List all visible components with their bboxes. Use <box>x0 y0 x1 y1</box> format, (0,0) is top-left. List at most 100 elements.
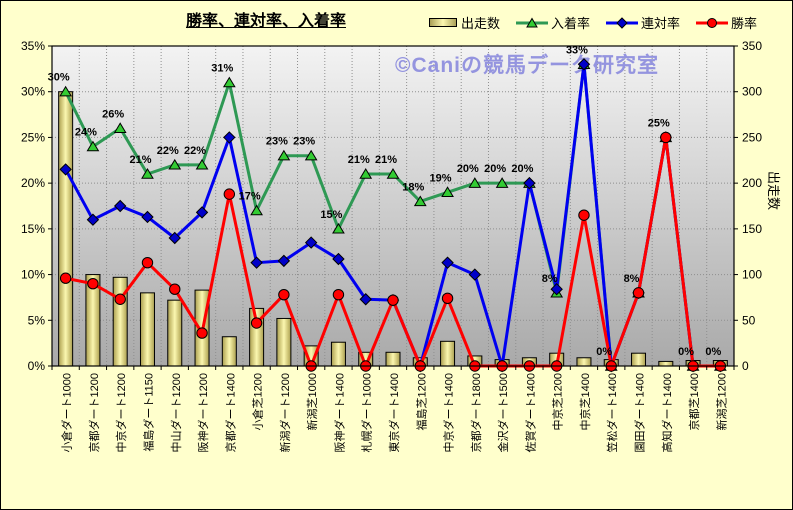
x-category-label: 福島芝1200 <box>414 373 428 430</box>
diamond-marker <box>195 206 209 219</box>
legend: 出走数 入着率 連対率 勝率 <box>429 13 757 32</box>
bar <box>139 292 155 367</box>
right-tick-label: 350 <box>742 39 762 53</box>
circle-marker <box>141 256 154 269</box>
bar <box>276 317 292 367</box>
diamond-marker <box>113 199 127 213</box>
triangle-marker <box>250 204 263 216</box>
x-category-label: 京都ダート1800 <box>469 373 483 452</box>
diamond-marker <box>332 252 345 266</box>
triangle-marker <box>168 158 182 170</box>
diamond-marker <box>277 254 291 268</box>
data-label: 17% <box>239 191 261 203</box>
data-label: 22% <box>157 145 179 157</box>
data-label: 30% <box>48 72 70 84</box>
data-label: 23% <box>266 136 288 148</box>
left-axis-tick-labels: 0% 5% 10% 15% 20% 25% 30% 35% <box>21 39 45 373</box>
right-axis-title: 出走数 <box>766 171 781 211</box>
legend-label-starts: 出走数 <box>461 16 501 31</box>
x-category-label: 阪神ダート1200 <box>196 373 210 452</box>
x-axis-category-labels: 小倉ダート1000 京都ダート1200 中京ダート1200 福島ダート1150 中山ダー… <box>60 373 729 452</box>
x-category-label: 阪神ダート1400 <box>332 373 346 452</box>
data-labels: 30% 24% 26% 21% 22% 22% 31% 17% 23% 23% 15% 21% 21% 1… <box>48 44 722 358</box>
data-label: 21% <box>375 154 397 166</box>
circle-marker <box>87 278 99 290</box>
diamond-marker <box>250 256 263 269</box>
right-tick-label: 0 <box>742 359 749 373</box>
x-category-label: 中山ダート1200 <box>169 373 183 452</box>
x-category-label: 佐賀ダート1400 <box>523 373 537 452</box>
circle-marker <box>578 209 590 221</box>
triangle-marker <box>413 195 427 207</box>
bar <box>440 340 456 367</box>
circle-marker <box>114 293 126 305</box>
data-label: 33% <box>566 44 588 56</box>
x-category-label: 園田ダート1400 <box>633 373 647 452</box>
data-label: 15% <box>320 209 342 221</box>
diamond-marker <box>359 293 372 306</box>
legend-label-quinella-rate: 連対率 <box>641 16 681 31</box>
data-label: 0% <box>678 346 694 358</box>
x-category-label: 新潟芝1200 <box>714 373 728 430</box>
data-label: 31% <box>211 63 233 75</box>
bar-swatch-icon <box>429 18 457 27</box>
triangle-marker <box>332 222 345 234</box>
triangle-marker <box>59 85 73 97</box>
x-category-label: 新潟芝1000 <box>305 373 319 430</box>
data-label: 23% <box>293 136 315 148</box>
data-label: 22% <box>184 145 206 157</box>
bar <box>221 336 237 367</box>
bar <box>576 357 592 367</box>
x-category-label: 金沢ダート1500 <box>496 373 510 452</box>
circle-marker-icon <box>696 17 729 28</box>
right-tick-label: 100 <box>742 268 762 282</box>
data-label: 18% <box>402 181 424 193</box>
data-label: 20% <box>484 163 506 175</box>
bar <box>631 352 647 367</box>
circle-marker <box>59 272 72 284</box>
x-category-label: 京都芝1400 <box>687 373 701 430</box>
diamond-marker <box>59 163 72 176</box>
bar <box>58 91 74 367</box>
diamond-marker <box>523 176 536 190</box>
data-label: 19% <box>430 172 452 184</box>
right-axis-tick-labels: 0 50 100 150 200 250 300 350 <box>742 39 762 373</box>
watermark: ©Caniの競馬データ研究室 <box>395 53 659 77</box>
triangle-marker <box>495 177 509 188</box>
legend-label-place-rate: 入着率 <box>551 16 591 31</box>
triangle-marker <box>195 158 209 170</box>
circle-marker <box>660 131 672 144</box>
triangle-marker <box>304 149 318 161</box>
x-category-label: 笠松ダート1400 <box>605 373 619 452</box>
bar <box>658 360 674 367</box>
data-label: 25% <box>648 117 670 129</box>
diamond-marker <box>468 268 482 281</box>
x-category-label: 新潟ダート1200 <box>278 373 292 452</box>
x-category-label: 中京ダート1400 <box>442 373 456 452</box>
circle-marker <box>169 283 181 295</box>
bar <box>167 299 183 367</box>
circle-marker <box>196 327 208 339</box>
circle-marker <box>387 294 399 306</box>
x-category-label: 小倉芝1200 <box>251 373 265 430</box>
data-label: 20% <box>457 163 479 175</box>
left-tick-label: 25% <box>21 130 45 144</box>
right-tick-label: 200 <box>742 176 762 190</box>
x-category-label: 福島ダート1150 <box>141 373 155 452</box>
left-tick-label: 35% <box>21 39 45 53</box>
chart-title: 勝率、連対率、入着率 <box>185 13 346 30</box>
data-label: 8% <box>624 273 640 285</box>
circle-marker <box>441 292 454 305</box>
data-label: 0% <box>705 346 721 358</box>
diamond-marker <box>577 58 591 71</box>
triangle-marker <box>222 76 236 88</box>
triangle-marker <box>141 168 154 179</box>
x-category-label: 京都ダート1200 <box>87 373 101 452</box>
diamond-marker <box>86 213 100 226</box>
legend-label-win-rate: 勝率 <box>731 16 758 31</box>
right-tick-label: 300 <box>742 85 762 99</box>
left-tick-label: 15% <box>21 222 45 236</box>
circle-marker <box>250 317 263 329</box>
circle-marker <box>632 287 645 299</box>
